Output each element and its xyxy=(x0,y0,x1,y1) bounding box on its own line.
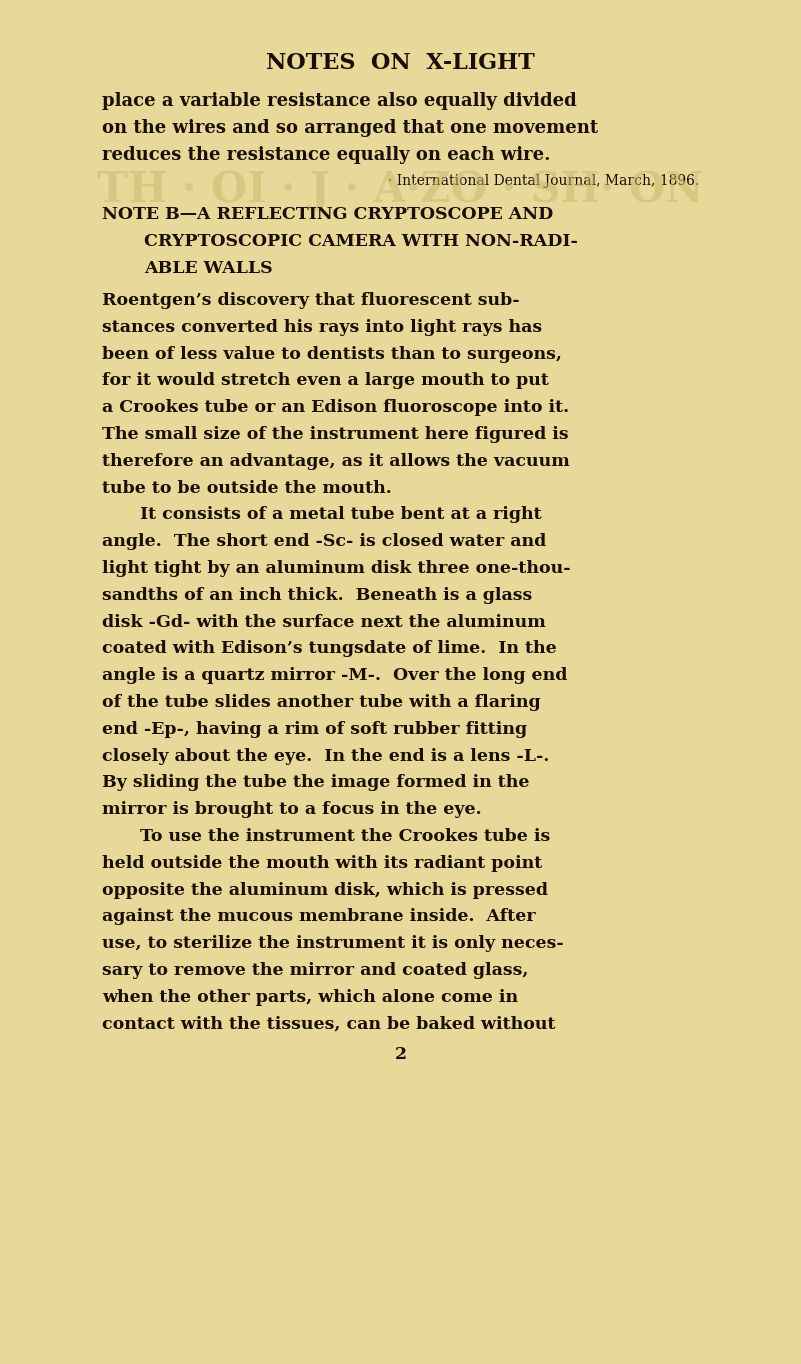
Text: tube to be outside the mouth.: tube to be outside the mouth. xyxy=(102,480,392,496)
Text: a Crookes tube or an Edison fluoroscope into it.: a Crookes tube or an Edison fluoroscope … xyxy=(102,400,570,416)
Text: light tight by an aluminum disk three one-thou-: light tight by an aluminum disk three on… xyxy=(102,561,570,577)
Text: against the mucous membrane inside.  After: against the mucous membrane inside. Afte… xyxy=(102,908,536,925)
Text: for it would stretch even a large mouth to put: for it would stretch even a large mouth … xyxy=(102,372,549,389)
Text: reduces the resistance equally on each wire.: reduces the resistance equally on each w… xyxy=(102,146,550,164)
Text: use, to sterilize the instrument it is only neces-: use, to sterilize the instrument it is o… xyxy=(102,936,564,952)
Text: when the other parts, which alone come in: when the other parts, which alone come i… xyxy=(102,989,518,1005)
Text: held outside the mouth with its radiant point: held outside the mouth with its radiant … xyxy=(102,855,542,872)
Text: coated with Edison’s tungsdate of lime.  In the: coated with Edison’s tungsdate of lime. … xyxy=(102,641,557,657)
Text: therefore an advantage, as it allows the vacuum: therefore an advantage, as it allows the… xyxy=(102,453,570,469)
Text: place a variable resistance also equally divided: place a variable resistance also equally… xyxy=(102,91,577,110)
Text: on the wires and so arranged that one movement: on the wires and so arranged that one mo… xyxy=(102,119,598,136)
Text: To use the instrument the Crookes tube is: To use the instrument the Crookes tube i… xyxy=(140,828,550,846)
Text: angle.  The short end -Sc- is closed water and: angle. The short end -Sc- is closed wate… xyxy=(102,533,546,550)
Text: 2: 2 xyxy=(395,1046,406,1064)
Text: sary to remove the mirror and coated glass,: sary to remove the mirror and coated gla… xyxy=(102,962,529,979)
Text: The small size of the instrument here figured is: The small size of the instrument here fi… xyxy=(102,426,569,443)
Text: TH · OI · J · A·ZO · SH· ON: TH · OI · J · A·ZO · SH· ON xyxy=(98,169,703,211)
Text: · International Dental Journal, March, 1896.: · International Dental Journal, March, 1… xyxy=(388,175,699,188)
Text: sandths of an inch thick.  Beneath is a glass: sandths of an inch thick. Beneath is a g… xyxy=(102,587,532,604)
Text: NOTE B—A REFLECTING CRYPTOSCOPE AND: NOTE B—A REFLECTING CRYPTOSCOPE AND xyxy=(102,206,553,224)
Text: opposite the aluminum disk, which is pressed: opposite the aluminum disk, which is pre… xyxy=(102,881,548,899)
Text: It consists of a metal tube bent at a right: It consists of a metal tube bent at a ri… xyxy=(140,506,541,524)
Text: By sliding the tube the image formed in the: By sliding the tube the image formed in … xyxy=(102,775,529,791)
Text: stances converted his rays into light rays has: stances converted his rays into light ra… xyxy=(102,319,542,336)
Text: end -Ep-, having a rim of soft rubber fitting: end -Ep-, having a rim of soft rubber fi… xyxy=(102,720,527,738)
Text: closely about the eye.  In the end is a lens -L-.: closely about the eye. In the end is a l… xyxy=(102,747,549,765)
Text: of the tube slides another tube with a flaring: of the tube slides another tube with a f… xyxy=(102,694,541,711)
Text: Roentgen’s discovery that fluorescent sub-: Roentgen’s discovery that fluorescent su… xyxy=(102,292,520,310)
Text: NOTES  ON  X-LIGHT: NOTES ON X-LIGHT xyxy=(266,52,535,74)
Text: mirror is brought to a focus in the eye.: mirror is brought to a focus in the eye. xyxy=(102,801,481,818)
Text: CRYPTOSCOPIC CAMERA WITH NON-RADI-: CRYPTOSCOPIC CAMERA WITH NON-RADI- xyxy=(144,233,578,250)
Text: ABLE WALLS: ABLE WALLS xyxy=(144,261,272,277)
Text: angle is a quartz mirror -M-.  Over the long end: angle is a quartz mirror -M-. Over the l… xyxy=(102,667,567,685)
Text: disk -Gd- with the surface next the aluminum: disk -Gd- with the surface next the alum… xyxy=(102,614,545,630)
Text: contact with the tissues, can be baked without: contact with the tissues, can be baked w… xyxy=(102,1016,556,1033)
Text: been of less value to dentists than to surgeons,: been of less value to dentists than to s… xyxy=(102,345,562,363)
